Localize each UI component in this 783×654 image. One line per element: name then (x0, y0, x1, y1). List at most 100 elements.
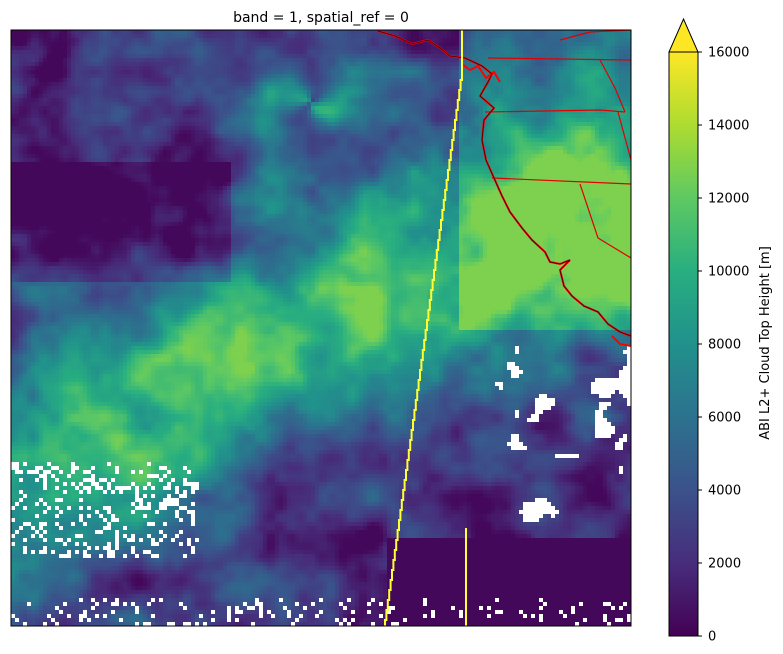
heatmap-cell (11, 138, 16, 143)
heatmap-cell (263, 42, 268, 47)
heatmap-cell (347, 114, 352, 119)
heatmap-cell (271, 122, 276, 127)
heatmap-cell (103, 138, 108, 143)
heatmap-cell (135, 94, 140, 99)
heatmap-cell (411, 138, 416, 143)
heatmap-cell (423, 74, 428, 79)
heatmap-cell (515, 114, 520, 119)
heatmap-cell (135, 102, 140, 107)
heatmap-cell (347, 122, 352, 127)
heatmap-cell (407, 66, 412, 71)
heatmap-cell (411, 70, 416, 75)
heatmap-cell (491, 94, 496, 99)
heatmap-cell (175, 90, 180, 95)
heatmap-cell (335, 154, 340, 159)
heatmap-cell (407, 130, 412, 135)
heatmap-cell (67, 154, 72, 159)
heatmap-cell (315, 46, 320, 51)
heatmap-cell (111, 158, 116, 163)
heatmap-cell (503, 90, 508, 95)
heatmap-cell (219, 30, 224, 35)
heatmap-cell (179, 110, 184, 115)
heatmap-cell (383, 90, 388, 95)
heatmap-cell (495, 118, 500, 123)
heatmap-cell (447, 82, 452, 87)
heatmap-cell (87, 74, 92, 79)
heatmap-cell (67, 118, 72, 123)
heatmap-cell (67, 46, 72, 51)
heatmap-cell (319, 42, 324, 47)
heatmap-cell (235, 78, 240, 83)
heatmap-cell (619, 146, 624, 151)
heatmap-cell (275, 34, 280, 39)
heatmap-cell (375, 42, 380, 47)
heatmap-cell (383, 62, 388, 67)
heatmap-cell (151, 94, 156, 99)
heatmap-cell (567, 78, 572, 83)
heatmap-cell (187, 114, 192, 119)
heatmap-cell (247, 86, 252, 91)
heatmap-cell (23, 138, 28, 143)
heatmap-cell (31, 62, 36, 67)
heatmap-cell (275, 30, 280, 35)
heatmap-cell (583, 38, 588, 43)
heatmap-cell (87, 62, 92, 67)
heatmap-cell (191, 42, 196, 47)
heatmap-cell (367, 146, 372, 151)
heatmap-cell (351, 142, 356, 147)
heatmap-cell (119, 110, 124, 115)
heatmap-cell (263, 70, 268, 75)
heatmap-cell (599, 102, 604, 107)
heatmap-cell (275, 118, 280, 123)
heatmap-cell (191, 30, 196, 35)
heatmap-cell (43, 50, 48, 55)
heatmap-cell (515, 98, 520, 103)
heatmap-cell (159, 58, 164, 63)
heatmap-cell (595, 34, 600, 39)
heatmap-cell (483, 130, 488, 135)
heatmap-cell (531, 86, 536, 91)
heatmap-cell (471, 150, 476, 155)
heatmap-cell (459, 98, 464, 103)
heatmap-cell (527, 130, 532, 135)
heatmap-cell (247, 114, 252, 119)
heatmap-cell (539, 122, 544, 127)
heatmap-cell (395, 70, 400, 75)
heatmap-cell (47, 134, 52, 139)
heatmap-cell (599, 86, 604, 91)
heatmap-cell (559, 62, 564, 67)
heatmap-cell (75, 118, 80, 123)
heatmap-cell (251, 30, 256, 35)
heatmap-cell (27, 86, 32, 91)
heatmap-cell (627, 74, 631, 79)
heatmap-cell (511, 134, 516, 139)
heatmap-cell (103, 66, 108, 71)
heatmap-cell (623, 102, 628, 107)
heatmap-cell (271, 114, 276, 119)
heatmap-cell (59, 102, 64, 107)
heatmap-cell (431, 110, 436, 115)
heatmap-cell (335, 106, 340, 111)
heatmap-cell (259, 50, 264, 55)
heatmap-cell (527, 134, 532, 139)
heatmap-cell (431, 70, 436, 75)
heatmap-cell (187, 134, 192, 139)
heatmap-cell (587, 130, 592, 135)
heatmap-cell (75, 42, 80, 47)
heatmap-cell (347, 42, 352, 47)
heatmap-cell (207, 70, 212, 75)
heatmap-cell (375, 146, 380, 151)
heatmap-cell (323, 90, 328, 95)
heatmap-cell (31, 134, 36, 139)
heatmap-cell (399, 70, 404, 75)
heatmap-cell (431, 102, 436, 107)
heatmap-cell (311, 62, 316, 67)
heatmap-cell (475, 154, 480, 159)
heatmap-cell (231, 114, 236, 119)
heatmap-cell (407, 102, 412, 107)
heatmap-cell (271, 154, 276, 159)
heatmap-cell (191, 82, 196, 87)
heatmap-cell (119, 74, 124, 79)
heatmap-cell (107, 94, 112, 99)
heatmap-cell (151, 98, 156, 103)
